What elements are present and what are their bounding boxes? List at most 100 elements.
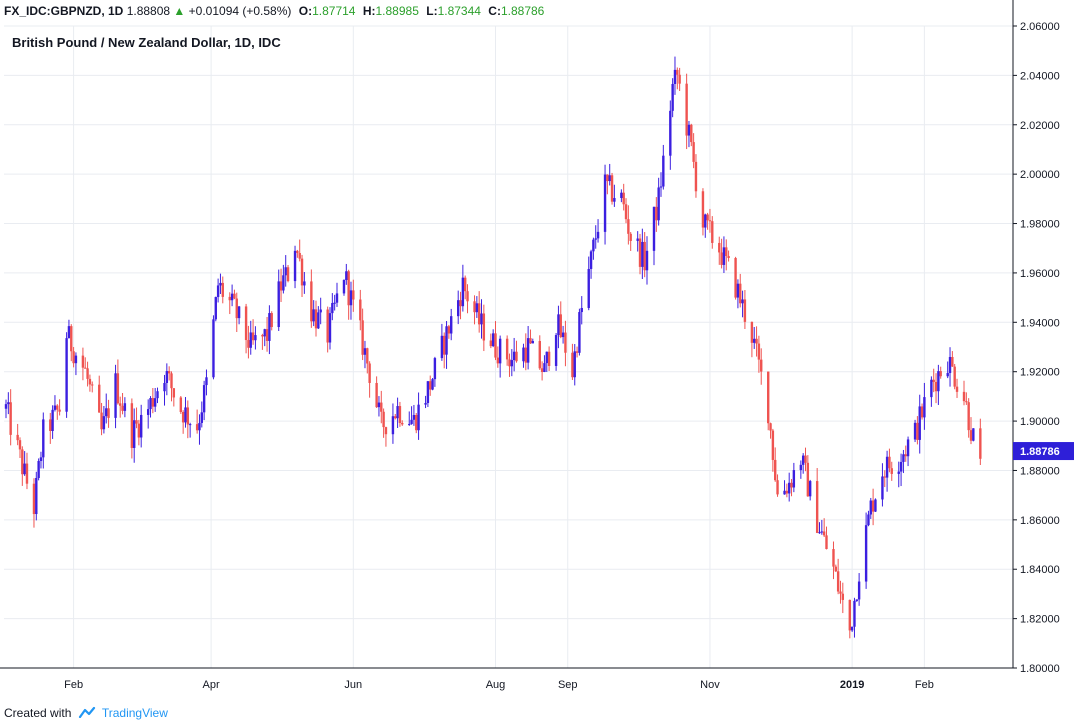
- candle-down: [347, 271, 350, 306]
- candle-down: [58, 409, 61, 412]
- candle-down: [366, 348, 369, 364]
- candle-up: [867, 514, 870, 526]
- candle-down: [459, 300, 462, 307]
- candle-down: [382, 411, 385, 428]
- candle-up: [139, 414, 143, 438]
- candle-down: [734, 258, 737, 298]
- candle-up: [37, 460, 40, 478]
- candle-up: [687, 124, 691, 136]
- candle-up: [946, 373, 949, 377]
- candle-up: [440, 335, 444, 359]
- price-tick-label: 1.94000: [1020, 317, 1060, 329]
- candle-up: [461, 277, 465, 307]
- candle-down: [920, 406, 924, 418]
- candle-up: [39, 457, 43, 461]
- candle-down: [967, 402, 970, 431]
- candle-up: [319, 309, 322, 313]
- candle-up: [249, 332, 252, 348]
- candle-down: [871, 500, 875, 512]
- candle-up: [897, 471, 900, 474]
- candle-down: [172, 388, 176, 398]
- price-tick-label: 2.02000: [1020, 120, 1060, 132]
- candle-up: [498, 338, 502, 364]
- candle-down: [221, 282, 224, 297]
- high-label: H:: [362, 4, 376, 18]
- candle-down: [725, 247, 728, 257]
- candle-up: [102, 416, 106, 430]
- candle-up: [554, 335, 558, 366]
- candle-down: [25, 463, 29, 484]
- candle-down: [121, 405, 124, 411]
- candle-down: [380, 402, 383, 412]
- candle-down: [690, 124, 693, 143]
- last-price-label: 1.88786: [1020, 446, 1060, 458]
- candle-up: [133, 420, 136, 448]
- candle-down: [466, 291, 469, 302]
- candle-down: [398, 406, 402, 423]
- candle-up: [188, 424, 192, 426]
- candle-down: [314, 309, 318, 329]
- price-tick-label: 1.92000: [1020, 367, 1060, 379]
- price-tick-label: 2.06000: [1020, 21, 1060, 33]
- candle-up: [230, 293, 234, 301]
- candle-down: [836, 571, 840, 592]
- created-with-label: Created with: [4, 706, 72, 720]
- candle-down: [84, 367, 87, 369]
- candle-up: [146, 409, 150, 415]
- candle-up: [450, 316, 453, 334]
- candle-up: [363, 348, 367, 355]
- candle-up: [885, 456, 889, 478]
- footer-credit: Created with TradingView: [4, 706, 168, 721]
- candle-up: [850, 626, 854, 631]
- candle-down: [384, 427, 388, 435]
- candle-down: [270, 313, 273, 328]
- candle-down: [771, 430, 775, 460]
- candle-down: [100, 412, 103, 430]
- candle-up: [580, 307, 583, 313]
- tradingview-link[interactable]: TradingView: [101, 706, 168, 720]
- candle-down: [130, 403, 134, 448]
- candle-down: [979, 428, 982, 459]
- candle-up: [902, 454, 905, 462]
- candle-up: [163, 382, 166, 392]
- candle-down: [804, 455, 807, 463]
- candle-up: [652, 206, 656, 251]
- candle-down: [790, 482, 793, 488]
- candle-up: [578, 312, 581, 353]
- candle-up: [522, 347, 525, 362]
- candle-up: [254, 335, 257, 341]
- candle-down: [627, 219, 630, 234]
- candle-up: [219, 282, 222, 286]
- candle-down: [774, 459, 777, 481]
- candle-up: [864, 525, 868, 582]
- candlestick-chart[interactable]: 1.80000 1.82000 1.84000 1.86000 1.88000 1.900…: [0, 0, 1076, 700]
- candle-up: [589, 251, 593, 269]
- candle-down: [932, 379, 935, 382]
- candle-up: [787, 482, 791, 494]
- candle-up: [431, 379, 434, 390]
- candle-down: [228, 296, 231, 301]
- candle-up: [906, 439, 910, 457]
- candle-up: [659, 186, 663, 188]
- candle-up: [561, 332, 565, 338]
- candle-up: [510, 360, 514, 367]
- candle-down: [706, 214, 709, 221]
- price-tick-label: 1.90000: [1020, 416, 1060, 428]
- candle-up: [753, 338, 756, 343]
- candle-down: [701, 191, 705, 228]
- price-tick-label: 1.88000: [1020, 465, 1060, 477]
- candle-down: [547, 351, 551, 366]
- candle-down: [107, 408, 110, 418]
- candle-down: [489, 340, 493, 347]
- candle-down: [91, 384, 94, 386]
- candle-down: [564, 332, 567, 353]
- candle-up: [200, 412, 203, 423]
- time-tick-label: Nov: [700, 679, 720, 691]
- candle-up: [799, 464, 803, 471]
- candle-down: [70, 326, 73, 352]
- symbol-label[interactable]: FX_IDC:GBPNZD, 1D: [4, 4, 124, 18]
- candle-down: [953, 366, 956, 387]
- candle-down: [494, 333, 497, 358]
- candle-down: [515, 351, 518, 362]
- change-label: +0.01094 (+0.58%): [188, 4, 292, 18]
